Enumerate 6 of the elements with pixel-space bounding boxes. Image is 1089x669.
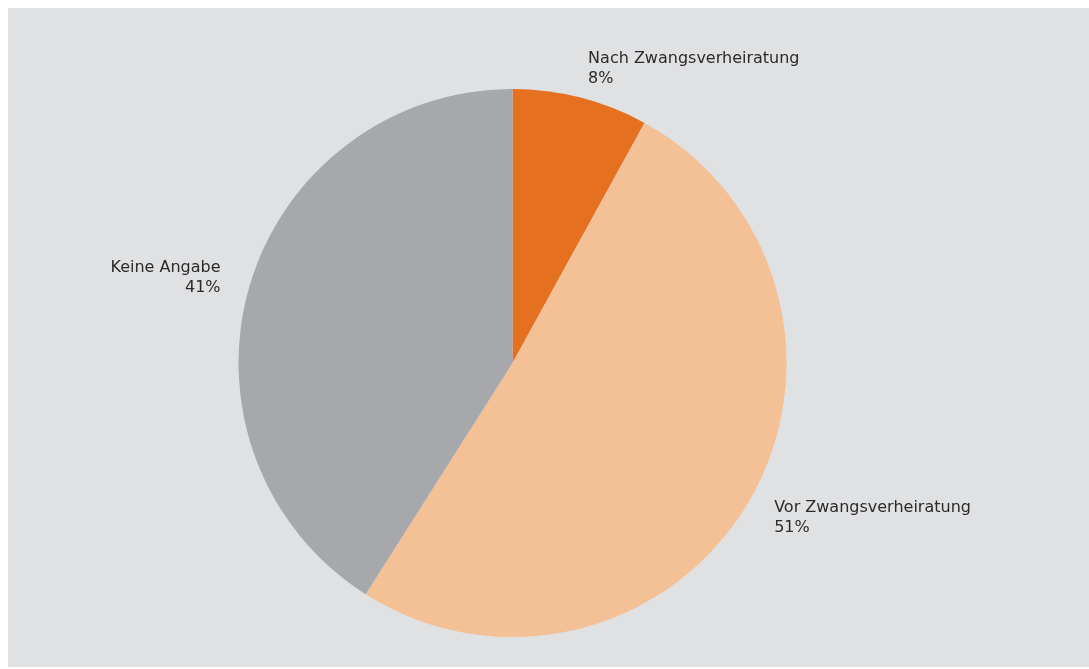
data-label: 41% xyxy=(185,277,221,297)
slice-label: Keine Angabe xyxy=(110,257,221,277)
slice-label: Vor Zwangsverheiratung xyxy=(774,496,971,516)
data-label: 8% xyxy=(588,67,614,87)
data-label: 51% xyxy=(774,516,810,536)
slice-label: Nach Zwangsverheiratung xyxy=(588,47,800,67)
